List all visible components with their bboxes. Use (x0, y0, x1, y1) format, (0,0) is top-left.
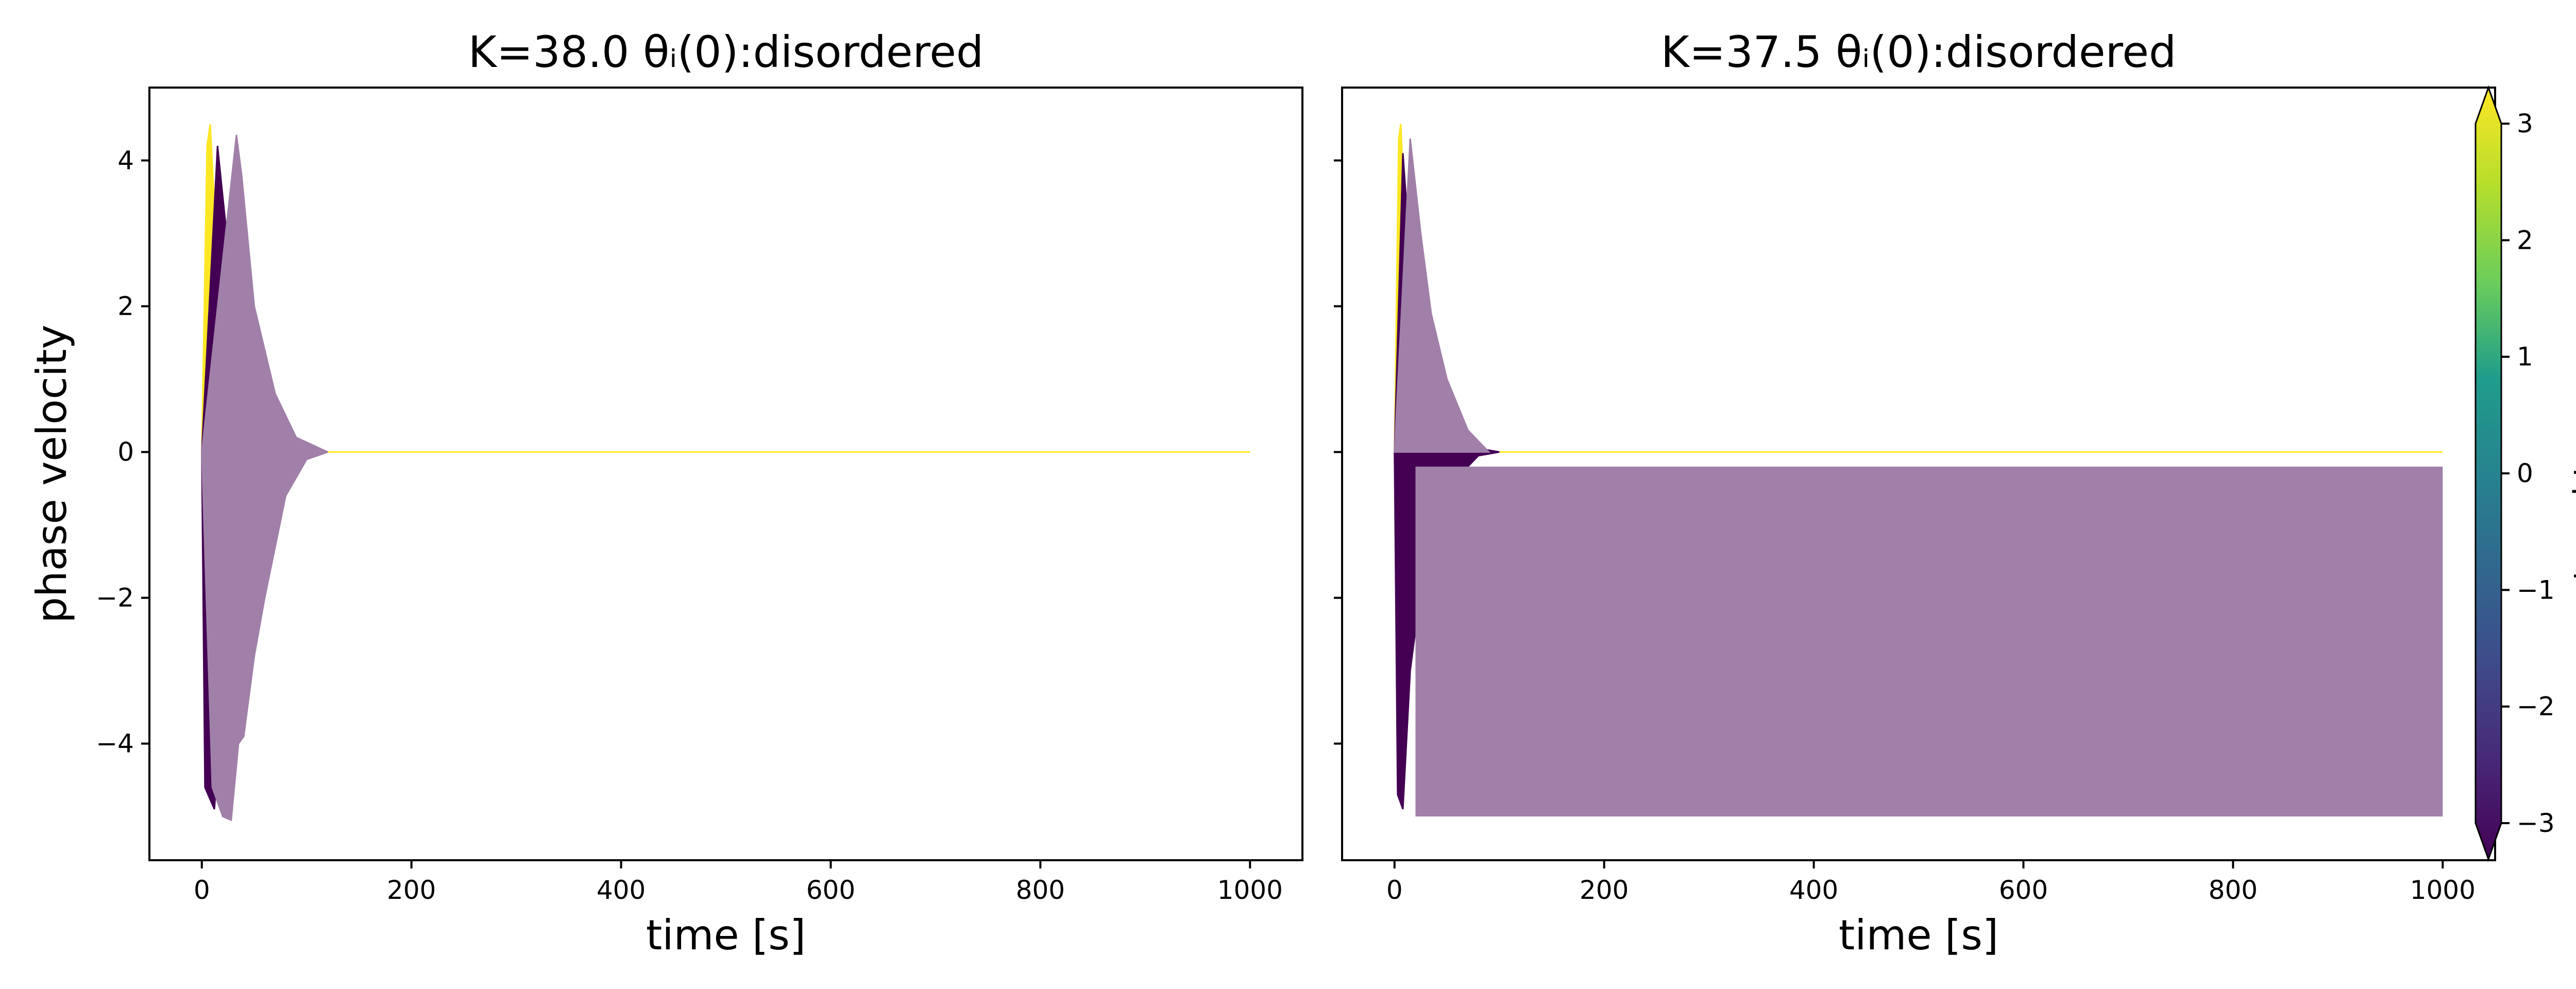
x-tick-label: 200 (387, 875, 436, 905)
y-axis-ticks: −4 −2 0 2 4 (96, 146, 149, 759)
x-tick-label: 0 (194, 875, 210, 905)
x-axis-label: time [s] (646, 911, 806, 959)
series-band (1415, 466, 2443, 817)
colorbar-tick-label: 1 (2517, 342, 2533, 372)
axes-frame (148, 87, 1303, 861)
colorbar: −3 −2 −1 0 1 2 3 external torque ωᵢ (2475, 85, 2576, 862)
series-area (201, 134, 328, 453)
x-axis-ticks: 0 200 400 600 800 1000 (1386, 860, 2476, 905)
y-tick-label: −4 (96, 729, 134, 759)
y-tick-label: 0 (117, 437, 134, 467)
y-tick-label: −2 (96, 583, 134, 613)
x-axis-ticks: 0 200 400 600 800 1000 (194, 860, 1283, 905)
colorbar-tick-label: 3 (2517, 109, 2533, 139)
y-axis-label: phase velocity (28, 325, 76, 623)
series-area (201, 451, 1250, 737)
x-tick-label: 800 (2209, 875, 2258, 905)
series-area (1394, 138, 1491, 453)
x-axis-label: time [s] (1839, 911, 1998, 959)
x-tick-label: 1000 (2410, 875, 2476, 905)
y-tick-label: 4 (117, 146, 134, 176)
x-tick-label: 1000 (1217, 875, 1283, 905)
plot-area (1394, 124, 2443, 817)
colorbar-tick-label: 2 (2517, 225, 2533, 255)
plot-area (201, 124, 1250, 822)
y-axis-ticks (1334, 159, 1342, 745)
chart-panel-right: K=37.5 θᵢ(0):disordered 0 200 400 600 800 100… (1334, 27, 2496, 959)
x-tick-label: 200 (1580, 875, 1629, 905)
chart-title: K=37.5 θᵢ(0):disordered (1661, 27, 2176, 77)
colorbar-scale (2475, 85, 2502, 862)
y-tick-label: 2 (117, 292, 134, 321)
colorbar-label: external torque ωᵢ (2567, 330, 2576, 619)
colorbar-ticks: −3 −2 −1 0 1 2 3 (2501, 109, 2555, 838)
x-tick-label: 800 (1016, 875, 1065, 905)
series-area (1394, 124, 2443, 453)
chart-panel-left: K=38.0 θᵢ(0):disordered 0 200 400 600 800 100… (28, 27, 1303, 959)
chart-title: K=38.0 θᵢ(0):disordered (468, 27, 984, 77)
colorbar-tick-label: 0 (2517, 458, 2533, 488)
x-tick-label: 0 (1386, 875, 1403, 905)
x-tick-label: 600 (806, 875, 855, 905)
x-tick-label: 600 (1999, 875, 2048, 905)
colorbar-tick-label: −1 (2517, 575, 2555, 605)
series-area (201, 124, 1250, 453)
colorbar-tick-label: −3 (2517, 808, 2555, 838)
x-tick-label: 400 (597, 875, 646, 905)
x-tick-label: 400 (1789, 875, 1838, 905)
colorbar-tick-label: −2 (2517, 692, 2555, 722)
series-area (201, 451, 328, 822)
